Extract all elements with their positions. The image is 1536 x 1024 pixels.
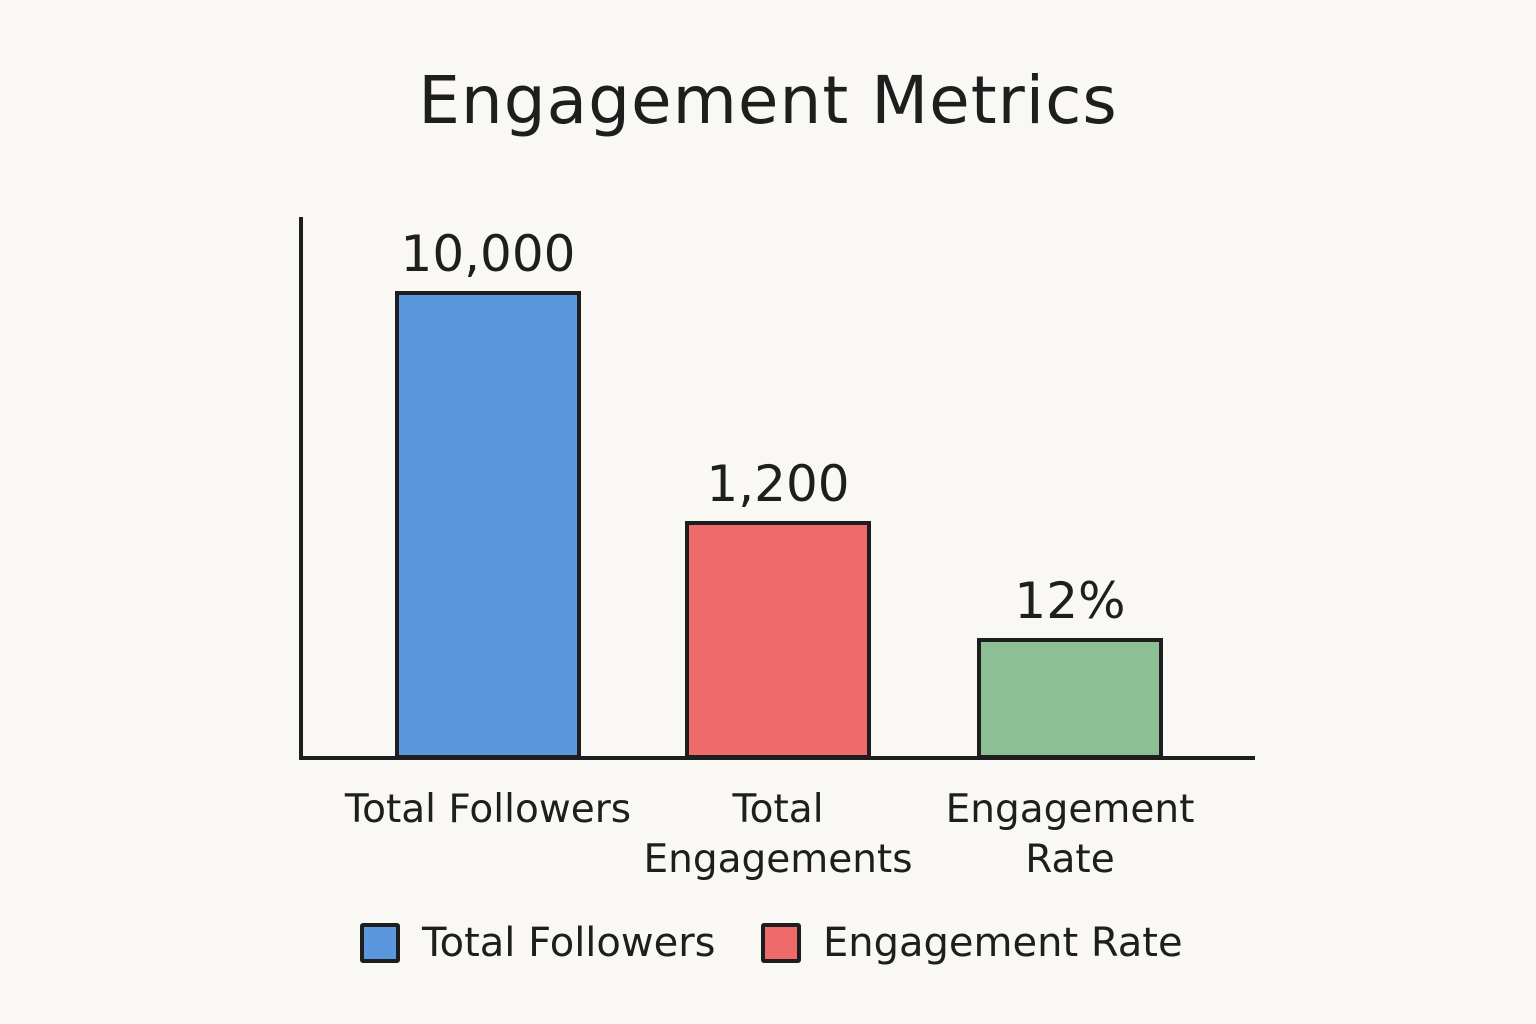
- chart-title: Engagement Metrics: [418, 62, 1118, 139]
- legend-label: Total Followers: [422, 920, 716, 966]
- x-tick-label: Total: [731, 787, 823, 832]
- x-tick-label: Total Followers: [344, 787, 631, 832]
- legend-label: Engagement Rate: [823, 920, 1183, 966]
- legend-item-engagement-rate: Engagement Rate: [761, 920, 1183, 966]
- bar-total-followers: [395, 291, 581, 759]
- legend-swatch-red: [761, 923, 801, 963]
- x-tick-label: Engagements: [643, 837, 912, 882]
- data-label: 12%: [1014, 572, 1125, 630]
- x-tick-label: Rate: [1025, 837, 1114, 882]
- legend-item-total-followers: Total Followers: [360, 920, 716, 966]
- data-label: 1,200: [706, 455, 849, 513]
- legend-swatch-blue: [360, 923, 400, 963]
- bar-engagement-rate: [977, 638, 1163, 759]
- x-tick-label: Engagement: [946, 787, 1195, 832]
- data-label: 10,000: [401, 225, 576, 283]
- bar-total-engagements: [685, 521, 871, 759]
